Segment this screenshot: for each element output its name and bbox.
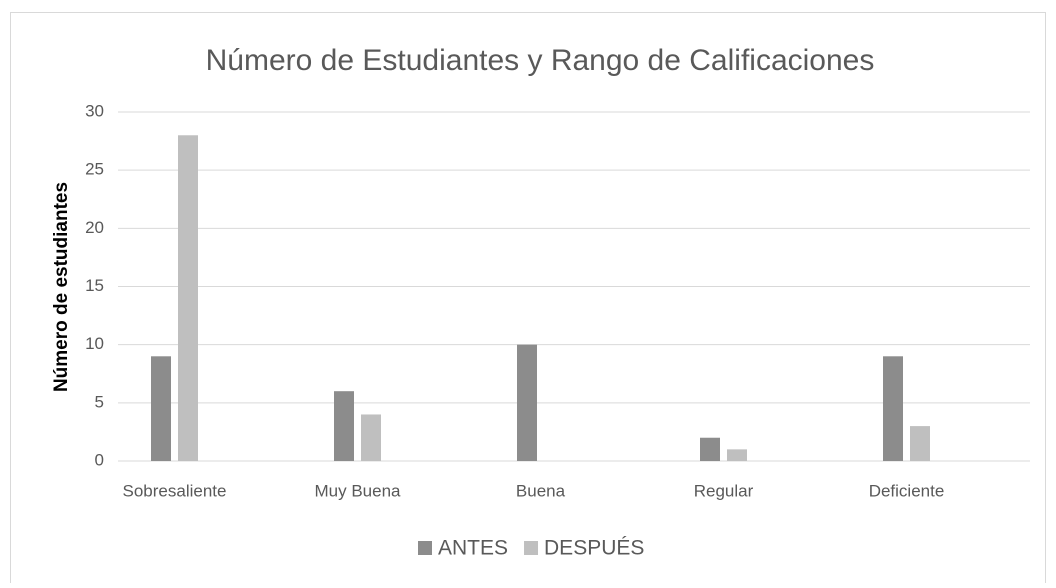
x-tick-label: Deficiente: [869, 481, 945, 500]
x-tick-label: Regular: [694, 481, 754, 500]
y-tick-label: 15: [85, 276, 104, 295]
y-tick-label: 0: [95, 450, 104, 469]
legend-label: ANTES: [438, 537, 508, 560]
x-tick-label: Buena: [516, 481, 566, 500]
y-tick-label: 25: [85, 160, 104, 179]
y-axis-label: Número de estudiantes: [51, 182, 72, 392]
chart-title: Número de Estudiantes y Rango de Calific…: [206, 44, 875, 77]
x-tick-label: Sobresaliente: [123, 481, 227, 500]
legend-label: DESPUÉS: [544, 537, 644, 560]
bar: [910, 426, 930, 461]
legend-swatch: [418, 541, 432, 555]
bar: [151, 356, 171, 461]
bar: [517, 344, 537, 461]
y-tick-label: 30: [85, 101, 104, 120]
bar: [883, 356, 903, 461]
x-tick-label: Muy Buena: [315, 481, 402, 500]
legend-swatch: [524, 541, 539, 555]
bar: [334, 391, 354, 461]
y-tick-label: 10: [85, 334, 104, 353]
y-tick-label: 20: [85, 218, 104, 237]
bar: [361, 414, 381, 461]
bar: [178, 135, 198, 461]
bar: [700, 437, 720, 461]
y-tick-label: 5: [95, 392, 104, 411]
bar: [727, 449, 747, 461]
